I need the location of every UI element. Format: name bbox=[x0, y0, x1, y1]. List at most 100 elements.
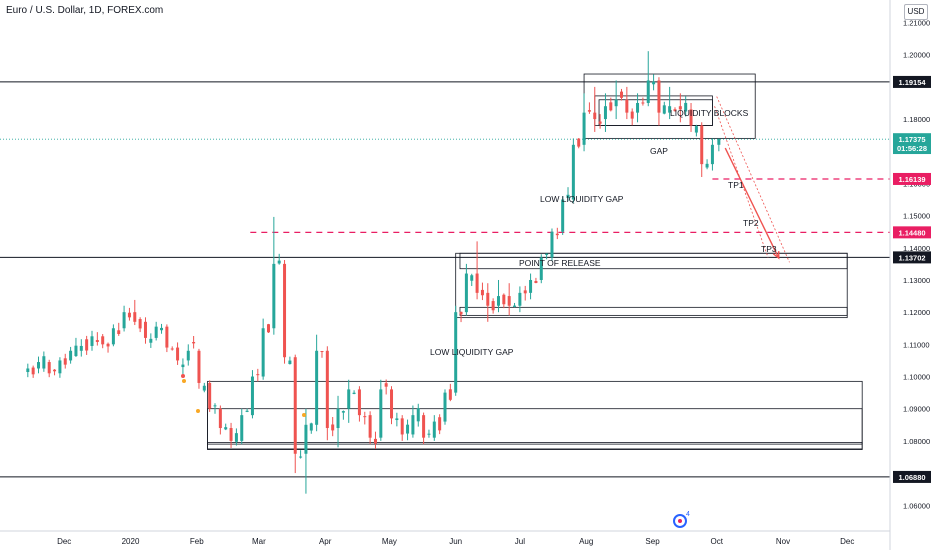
candle-body bbox=[615, 100, 618, 106]
y-tick-label: 1.12000 bbox=[903, 308, 930, 317]
candle-body bbox=[401, 418, 404, 434]
candle-body bbox=[139, 319, 142, 328]
y-tick-label: 1.09000 bbox=[903, 405, 930, 414]
candle-body bbox=[42, 356, 45, 368]
candle-body bbox=[583, 113, 586, 145]
annotation-label[interactable]: TP2 bbox=[743, 218, 759, 228]
candle-body bbox=[545, 254, 548, 255]
candle-body bbox=[149, 339, 152, 343]
candle-body bbox=[26, 368, 29, 372]
candle-body bbox=[524, 290, 527, 293]
candle-body bbox=[37, 362, 40, 368]
candle-body bbox=[267, 324, 270, 332]
candle-body bbox=[561, 200, 564, 232]
candle-body bbox=[230, 428, 233, 441]
y-tick-label: 1.13000 bbox=[903, 276, 930, 285]
candle-body bbox=[657, 80, 660, 112]
candle-body bbox=[187, 351, 190, 361]
annotation-label[interactable]: LIQUIDITY BLOCKS bbox=[670, 108, 749, 118]
candle-body bbox=[304, 425, 307, 454]
annotation-label[interactable]: GAP bbox=[650, 146, 668, 156]
candle-body bbox=[700, 126, 703, 165]
candle-body bbox=[192, 342, 195, 343]
annotation-label[interactable]: LOW LIQUIDITY GAP bbox=[540, 194, 624, 204]
y-tick-label: 1.06000 bbox=[903, 501, 930, 510]
candle-body bbox=[492, 301, 495, 310]
annotation-label[interactable]: LOW LIQUIDITY GAP bbox=[430, 347, 514, 357]
candle-body bbox=[53, 370, 56, 372]
candle-body bbox=[379, 389, 382, 437]
candle-body bbox=[90, 336, 93, 346]
candle-body bbox=[620, 92, 623, 98]
candle-body bbox=[369, 415, 372, 438]
annotation-label[interactable]: TP1 bbox=[728, 180, 744, 190]
candle-body bbox=[32, 368, 35, 375]
candle-body bbox=[85, 339, 88, 350]
x-tick-label: Aug bbox=[579, 537, 593, 546]
candle-body bbox=[208, 383, 211, 409]
x-tick-label: Apr bbox=[319, 537, 332, 546]
candle-body bbox=[433, 422, 436, 438]
candle-body bbox=[427, 434, 430, 435]
candle-body bbox=[353, 393, 356, 394]
annotation-label[interactable]: TP3 bbox=[761, 244, 777, 254]
candle-body bbox=[272, 264, 275, 328]
candle-body bbox=[641, 102, 644, 103]
x-tick-label: Dec bbox=[840, 537, 854, 546]
candle-body bbox=[133, 312, 136, 322]
currency-button[interactable]: USD bbox=[904, 4, 928, 20]
candle-body bbox=[331, 424, 334, 430]
candle-body bbox=[256, 374, 259, 375]
event-marker-icon[interactable] bbox=[196, 409, 200, 413]
chart-title: Euro / U.S. Dollar, 1D, FOREX.com bbox=[6, 5, 163, 16]
candle-body bbox=[299, 457, 302, 458]
candle-body bbox=[251, 377, 254, 416]
candle-body bbox=[647, 80, 650, 103]
y-tick-label: 1.10000 bbox=[903, 373, 930, 382]
tradingview-logo-icon[interactable] bbox=[673, 514, 687, 528]
event-marker-icon[interactable] bbox=[302, 413, 306, 417]
candle-body bbox=[155, 327, 158, 338]
x-tick-label: Mar bbox=[252, 537, 266, 546]
candle-body bbox=[609, 102, 612, 110]
candle-body bbox=[374, 439, 377, 444]
x-tick-label: Oct bbox=[710, 537, 723, 546]
candle-body bbox=[58, 360, 61, 373]
price-tag-label: 1.06880 bbox=[898, 473, 925, 482]
event-marker-icon[interactable] bbox=[181, 374, 185, 378]
candle-body bbox=[262, 328, 265, 376]
candle-body bbox=[165, 327, 168, 348]
candle-body bbox=[593, 113, 596, 119]
annotation-label[interactable]: POINT OF RELEASE bbox=[519, 258, 601, 268]
candle-body bbox=[449, 389, 452, 400]
candle-body bbox=[385, 383, 388, 386]
candle-body bbox=[80, 346, 83, 351]
candle-body bbox=[438, 417, 441, 430]
logo-dot-icon bbox=[678, 519, 682, 523]
candle-body bbox=[663, 105, 666, 113]
y-tick-label: 1.18000 bbox=[903, 115, 930, 124]
candle-body bbox=[123, 312, 126, 328]
candle-body bbox=[476, 274, 479, 293]
x-tick-label: Feb bbox=[190, 537, 204, 546]
candle-body bbox=[411, 415, 414, 434]
candle-body bbox=[652, 82, 655, 85]
event-marker-icon[interactable] bbox=[182, 379, 186, 383]
candle-body bbox=[444, 393, 447, 422]
price-tag-label: 1.14480 bbox=[898, 228, 925, 237]
candle-body bbox=[337, 409, 340, 428]
candle-body bbox=[69, 351, 72, 361]
y-tick-label: 1.08000 bbox=[903, 437, 930, 446]
candle-body bbox=[556, 234, 559, 235]
candle-body bbox=[171, 349, 174, 350]
x-tick-label: Nov bbox=[776, 537, 790, 546]
price-tag-label: 01:56:28 bbox=[897, 144, 927, 153]
candle-body bbox=[176, 348, 179, 361]
y-tick-label: 1.15000 bbox=[903, 212, 930, 221]
candle-body bbox=[320, 351, 323, 352]
candle-body bbox=[417, 408, 420, 421]
candle-body bbox=[695, 126, 698, 132]
price-tag-label: 1.19154 bbox=[898, 78, 926, 87]
candle-body bbox=[706, 164, 709, 168]
